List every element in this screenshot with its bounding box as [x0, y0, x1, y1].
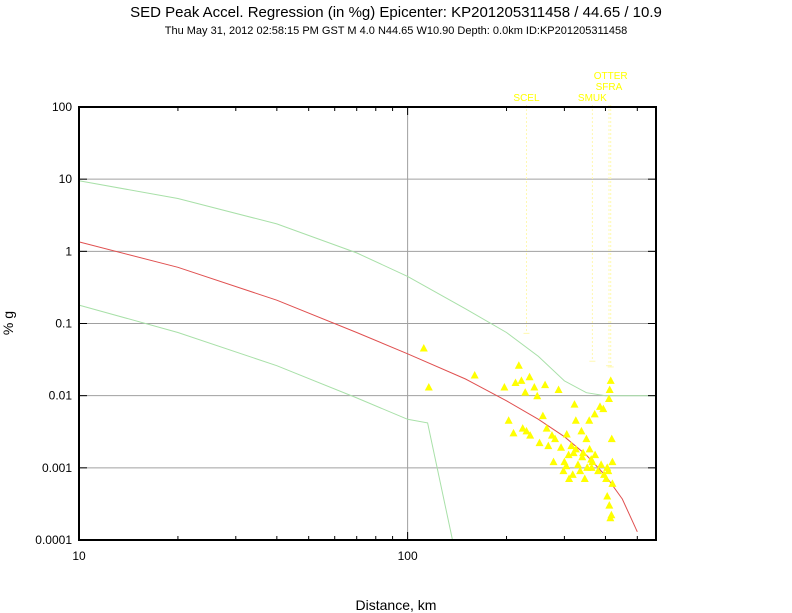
data-point	[557, 443, 566, 451]
data-point	[504, 416, 513, 424]
data-point	[571, 416, 580, 424]
data-point	[605, 501, 614, 509]
data-point	[604, 466, 613, 475]
chart-title: SED Peak Accel. Regression (in %g) Epice…	[130, 4, 662, 21]
y-tick-label: 0.0001	[35, 533, 72, 547]
series-layer	[78, 180, 656, 541]
data-point	[587, 455, 596, 463]
data-point	[580, 474, 589, 483]
data-point	[559, 466, 568, 475]
y-tick-label: 0.1	[55, 317, 72, 331]
station-label: SMUK	[578, 93, 607, 104]
data-point	[565, 474, 574, 483]
data-point	[525, 372, 534, 381]
data-point	[578, 452, 587, 461]
data-point	[530, 382, 539, 391]
data-point	[605, 385, 614, 393]
data-point	[608, 457, 617, 466]
data-point	[577, 426, 586, 435]
tick-layer: 0.0001 0.001 0.01 0.1 1 10 100 10 100	[35, 100, 656, 563]
regression-line	[78, 241, 638, 533]
data-point	[594, 466, 603, 475]
data-point	[564, 450, 573, 459]
data-point	[500, 382, 509, 391]
data-point	[549, 457, 558, 466]
x-axis-label: Distance, km	[355, 597, 437, 613]
data-point	[517, 376, 526, 384]
data-point	[518, 424, 527, 432]
data-point	[419, 344, 428, 352]
data-point	[606, 376, 615, 384]
data-point	[585, 416, 594, 424]
data-point	[585, 444, 594, 453]
grid	[79, 107, 656, 540]
station-label: SFRA	[596, 82, 623, 93]
data-point	[522, 426, 531, 435]
data-point	[574, 460, 583, 468]
chart-subtitle: Thu May 31, 2012 02:58:15 PM GST M 4.0 N…	[164, 25, 628, 37]
points-layer	[419, 344, 617, 522]
data-point	[576, 466, 585, 475]
data-point	[424, 382, 433, 391]
y-tick-label: 100	[52, 100, 72, 114]
data-point	[607, 510, 616, 519]
x-tick-label: 100	[398, 549, 418, 563]
data-point	[533, 391, 542, 400]
data-point	[591, 450, 600, 459]
data-point	[562, 461, 571, 470]
data-point	[521, 388, 530, 396]
data-point	[470, 371, 479, 379]
data-point	[604, 394, 613, 402]
data-point	[567, 441, 576, 450]
data-point	[597, 460, 606, 468]
data-point	[538, 411, 547, 420]
data-point	[554, 385, 563, 393]
data-point	[562, 429, 571, 438]
data-point	[608, 479, 617, 487]
data-point	[509, 428, 518, 437]
data-point	[511, 378, 520, 386]
data-point	[607, 434, 616, 443]
data-point	[590, 409, 599, 418]
x-tick-label: 10	[72, 549, 86, 563]
y-tick-label: 10	[59, 172, 73, 186]
station-label: OTTER	[594, 71, 628, 82]
station-label: SCEL	[513, 93, 540, 104]
data-point	[568, 470, 577, 478]
data-point	[535, 438, 544, 447]
data-point	[602, 474, 611, 483]
lower-bound-line	[78, 304, 453, 541]
data-point	[571, 444, 580, 453]
data-point	[599, 404, 608, 413]
upper-bound-line	[78, 180, 656, 397]
y-axis-label: % g	[0, 310, 16, 336]
data-point	[551, 434, 560, 443]
data-point	[542, 424, 551, 432]
data-point	[582, 434, 591, 443]
data-point	[603, 492, 612, 500]
data-point	[514, 361, 523, 369]
data-point	[579, 448, 588, 457]
y-tick-label: 0.01	[49, 389, 73, 403]
y-tick-label: 1	[65, 244, 72, 258]
y-tick-label: 0.001	[42, 461, 72, 475]
data-point	[526, 431, 535, 439]
data-point	[587, 463, 596, 471]
data-point	[570, 400, 579, 408]
data-point	[544, 441, 553, 450]
data-point	[541, 380, 550, 389]
